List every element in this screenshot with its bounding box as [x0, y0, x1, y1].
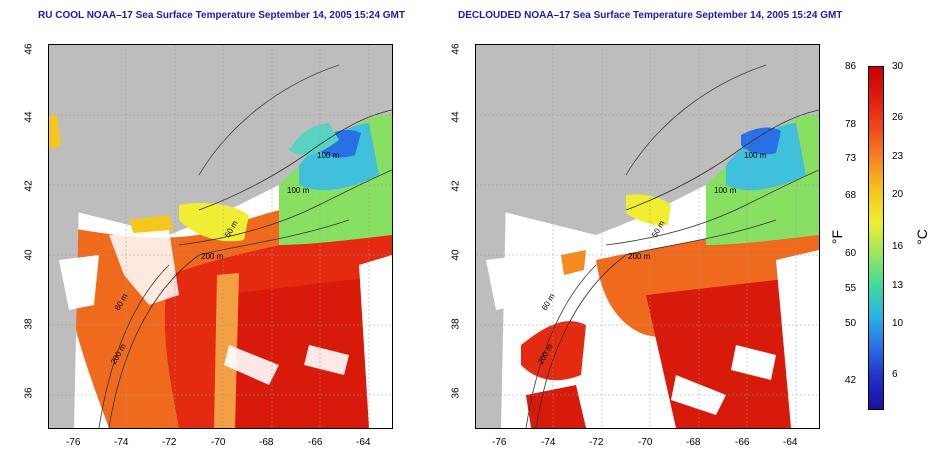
contour-label: 200 m: [628, 252, 651, 261]
y-tick-label: 38: [23, 318, 35, 330]
right-map-svg: 100 m 100 m 50 m 200 m 60 m 200 m: [476, 45, 819, 428]
contour-label: 200 m: [201, 252, 224, 261]
fahrenheit-unit-label: °F: [829, 229, 846, 245]
left-map-svg: 100 m 100 m 50 m 200 m 60 m 200 m: [49, 45, 392, 428]
contour-label: 100 m: [317, 151, 340, 160]
right-map-title: DECLOUDED NOAA–17 Sea Surface Temperatur…: [458, 10, 843, 21]
fahrenheit-tick: 42: [845, 375, 857, 386]
y-tick-label: 42: [23, 180, 35, 192]
y-tick-label: 38: [450, 318, 462, 330]
x-tick-label: -64: [356, 437, 371, 448]
x-tick-label: -72: [589, 437, 604, 448]
x-tick-label: -64: [783, 437, 798, 448]
y-tick-label: 42: [450, 180, 462, 192]
colorbar: [868, 66, 884, 410]
y-tick-label: 44: [450, 111, 462, 123]
x-tick-label: -76: [492, 437, 507, 448]
celsius-tick: 6: [892, 369, 898, 380]
contour-label: 100 m: [744, 151, 767, 160]
celsius-tick: 16: [892, 241, 904, 252]
x-tick-label: -70: [638, 437, 653, 448]
colorbar-gradient: [869, 67, 883, 409]
celsius-tick: 20: [892, 189, 904, 200]
fahrenheit-tick: 68: [845, 190, 857, 201]
y-tick-label: 40: [450, 249, 462, 261]
x-tick-label: -66: [735, 437, 750, 448]
x-tick-label: -74: [541, 437, 556, 448]
x-tick-label: -72: [162, 437, 177, 448]
celsius-tick: 30: [892, 61, 904, 72]
x-tick-label: -66: [308, 437, 323, 448]
right-sst-map: 100 m 100 m 50 m 200 m 60 m 200 m: [475, 44, 820, 429]
y-tick-label: 44: [23, 111, 35, 123]
y-tick-label: 36: [450, 387, 462, 399]
fahrenheit-tick: 73: [845, 153, 857, 164]
fahrenheit-tick: 60: [845, 248, 857, 259]
fahrenheit-tick: 55: [845, 283, 857, 294]
celsius-tick: 23: [892, 151, 904, 162]
fahrenheit-tick: 86: [845, 61, 857, 72]
y-tick-label: 46: [450, 43, 462, 55]
celsius-tick: 13: [892, 280, 904, 291]
y-tick-label: 46: [23, 43, 35, 55]
fahrenheit-tick: 50: [845, 318, 857, 329]
x-tick-label: -74: [114, 437, 129, 448]
fahrenheit-tick: 78: [845, 119, 857, 130]
celsius-unit-label: °C: [913, 229, 930, 245]
contour-label: 100 m: [714, 186, 737, 195]
contour-label: 100 m: [287, 186, 310, 195]
x-tick-label: -68: [686, 437, 701, 448]
x-tick-label: -70: [211, 437, 226, 448]
celsius-tick: 10: [892, 318, 904, 329]
x-tick-label: -76: [66, 437, 81, 448]
y-tick-label: 40: [23, 249, 35, 261]
left-map-title: RU COOL NOAA–17 Sea Surface Temperature …: [38, 10, 405, 21]
left-sst-map: 100 m 100 m 50 m 200 m 60 m 200 m: [48, 44, 393, 429]
celsius-tick: 26: [892, 112, 904, 123]
x-tick-label: -68: [259, 437, 274, 448]
y-tick-label: 36: [23, 387, 35, 399]
